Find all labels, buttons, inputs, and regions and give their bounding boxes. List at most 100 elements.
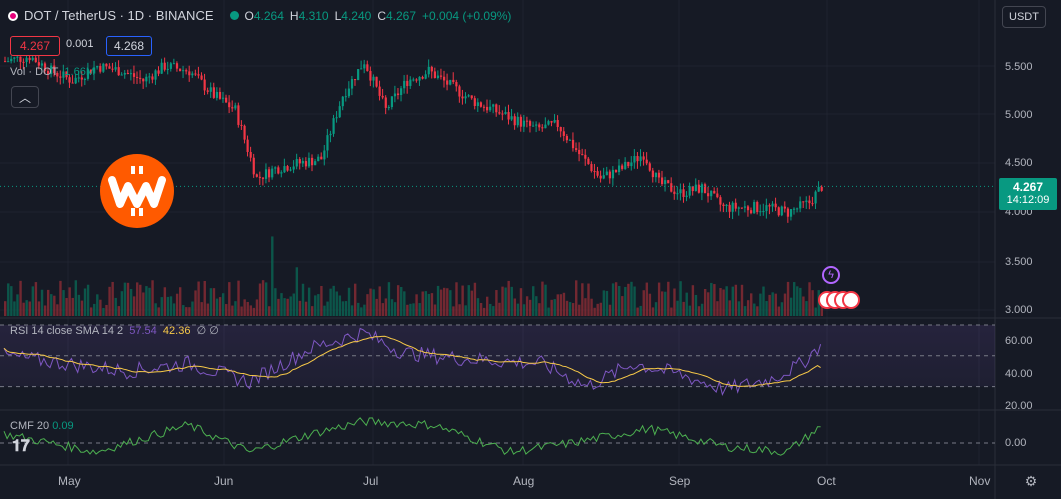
candle-body — [611, 169, 615, 179]
candle-body — [320, 156, 323, 160]
volume-bar — [642, 290, 645, 316]
market-open-icon — [229, 11, 239, 20]
candle-body — [559, 127, 562, 132]
volume-bar — [498, 302, 501, 316]
volume-bar — [283, 298, 286, 316]
volume-bar — [154, 303, 157, 316]
candle-body — [403, 80, 406, 89]
volume-bar — [691, 285, 695, 316]
candle-body — [651, 170, 654, 178]
volume-bar — [783, 293, 787, 316]
candle-body — [464, 96, 467, 99]
candle-body — [228, 102, 231, 108]
volume-bar — [737, 301, 741, 316]
volume-bar — [703, 288, 707, 316]
candle-body — [332, 118, 335, 134]
volume-bar — [50, 294, 53, 316]
settings-icon[interactable]: ⚙ — [1024, 472, 1038, 489]
candle-body — [295, 159, 298, 167]
volume-bar — [504, 287, 507, 316]
candle-body — [390, 96, 394, 108]
ohlc-key: C — [377, 8, 386, 23]
tradingview-logo-icon[interactable]: 𝟏𝟕 — [12, 438, 30, 455]
rsi-value: 57.54 — [129, 325, 157, 337]
volume-bar — [264, 282, 268, 316]
volume-bar — [178, 287, 182, 316]
volume-bar — [734, 284, 738, 316]
volume-bar — [421, 291, 424, 316]
economic-events[interactable] — [818, 291, 862, 309]
candle-body — [268, 169, 271, 178]
candle-body — [786, 208, 790, 217]
ohlc-close: 4.267 — [385, 8, 417, 23]
us-flag-icon[interactable] — [842, 291, 860, 309]
candle-body — [280, 172, 283, 174]
volume-legend[interactable]: Vol · DOT 1.66M — [10, 66, 95, 78]
volume-bar — [802, 296, 805, 316]
sell-button[interactable]: 4.267 — [10, 36, 60, 56]
volume-bar — [393, 302, 397, 316]
volume-bar — [535, 296, 538, 316]
last-price-tag: 4.267 14:12:09 — [999, 178, 1057, 210]
candle-body — [169, 63, 172, 69]
volume-bar — [314, 295, 317, 316]
volume-bar — [550, 299, 553, 316]
candle-body — [105, 63, 108, 67]
candle-body — [215, 91, 219, 98]
volume-bar — [218, 297, 222, 316]
volume-bar — [403, 291, 406, 316]
candle-body — [209, 87, 212, 92]
candle-body — [329, 133, 332, 136]
candle-body — [455, 82, 458, 87]
candle-body — [657, 172, 661, 178]
candle-body — [185, 70, 188, 72]
volume-bar — [172, 303, 176, 316]
cmf-legend[interactable]: CMF 20 0.09 — [10, 420, 74, 432]
candle-body — [126, 72, 129, 74]
volume-bar — [636, 307, 639, 316]
candle-body — [443, 76, 446, 81]
candle-body — [93, 67, 96, 74]
candle-body — [341, 96, 344, 107]
candle-body — [360, 68, 363, 70]
candle-body — [421, 76, 424, 79]
volume-bar — [608, 304, 612, 316]
dot-coin-icon — [8, 10, 18, 21]
volume-bar — [34, 282, 38, 316]
volume-bar — [350, 305, 354, 316]
volume-bar — [295, 267, 299, 316]
volume-bar — [716, 301, 719, 316]
candle-body — [667, 180, 670, 184]
volume-bar — [396, 285, 400, 316]
volume-bar — [65, 297, 68, 316]
volume-bar — [126, 282, 130, 316]
volume-bar — [62, 290, 65, 316]
volume-bar — [584, 298, 587, 316]
last-price: 4.267 — [1012, 180, 1044, 194]
candle-body — [381, 95, 384, 98]
price-axis-label: 5.000 — [1005, 109, 1033, 121]
volume-value: 1.66M — [64, 66, 95, 78]
candle-body — [731, 202, 734, 212]
symbol-title[interactable]: DOT / TetherUS · 1D · BINANCE — [24, 8, 214, 23]
volume-bar — [538, 303, 541, 316]
collapse-legend-button[interactable]: ︿ — [11, 86, 39, 108]
rsi-legend[interactable]: RSI 14 close SMA 14 2 57.54 42.36 ∅ ∅ — [10, 324, 219, 337]
candle-body — [753, 201, 756, 214]
currency-button[interactable]: USDT — [1002, 6, 1046, 28]
spread-value: 0.001 — [66, 38, 94, 50]
volume-bar — [117, 306, 120, 316]
buy-button[interactable]: 4.268 — [106, 36, 152, 56]
candle-body — [571, 139, 575, 149]
volume-bar — [811, 290, 814, 316]
volume-bar — [756, 306, 759, 316]
lightning-icon[interactable]: ϟ — [822, 266, 840, 284]
chart-header: DOT / TetherUS · 1D · BINANCE O4.264 H4.… — [8, 8, 511, 23]
chevron-up-icon: ︿ — [18, 90, 31, 105]
candle-body — [535, 124, 538, 126]
volume-bar — [68, 287, 71, 316]
candle-body — [108, 66, 111, 69]
volume-bar — [651, 307, 655, 316]
candle-body — [96, 66, 99, 68]
